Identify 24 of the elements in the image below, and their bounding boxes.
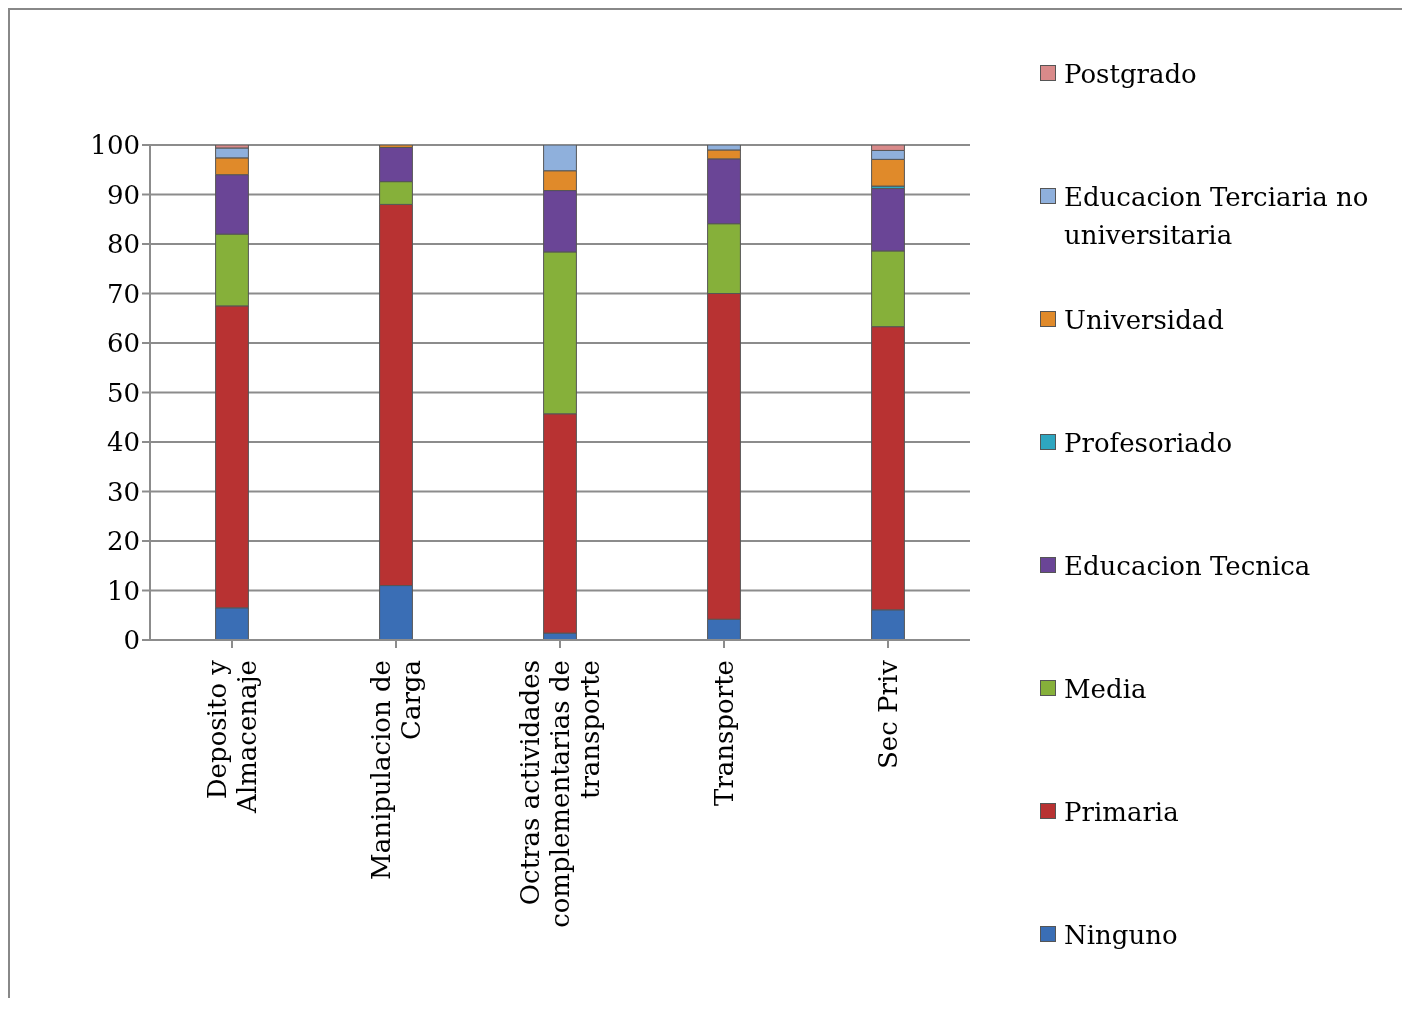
y-tick-label: 80 <box>106 229 140 260</box>
y-tick-label: 70 <box>106 278 140 309</box>
legend-label: Universidad <box>1064 304 1224 337</box>
y-tick-label: 20 <box>106 526 140 557</box>
x-tick-label: Octras actividades complementarias de transporte <box>515 660 606 928</box>
y-tick-label: 100 <box>90 130 140 161</box>
legend-label: Profesoriado <box>1064 427 1233 460</box>
x-tick-label: Sec Priv <box>873 659 904 769</box>
y-tick-label: 60 <box>106 328 140 359</box>
y-tick-label: 30 <box>106 476 140 507</box>
legend-label: Educacion Terciaria no universitaria <box>1064 181 1370 252</box>
x-tick-label: Deposito y Almacenaje <box>202 659 263 814</box>
y-tick-label: 50 <box>106 377 140 408</box>
legend-label: Media <box>1064 673 1147 706</box>
legend-label: Primaria <box>1064 796 1179 829</box>
x-tick-label: Manipulacion de Carga <box>366 660 427 880</box>
y-tick-label: 40 <box>106 427 140 458</box>
y-tick-label: 0 <box>123 625 140 656</box>
legend-label: Educacion Tecnica <box>1064 550 1311 583</box>
legend-label: Postgrado <box>1064 58 1197 91</box>
y-tick-label: 10 <box>106 575 140 606</box>
legend-label: Ninguno <box>1064 919 1178 952</box>
y-tick-label: 90 <box>106 179 140 210</box>
x-tick-label: Transporte <box>709 660 740 806</box>
